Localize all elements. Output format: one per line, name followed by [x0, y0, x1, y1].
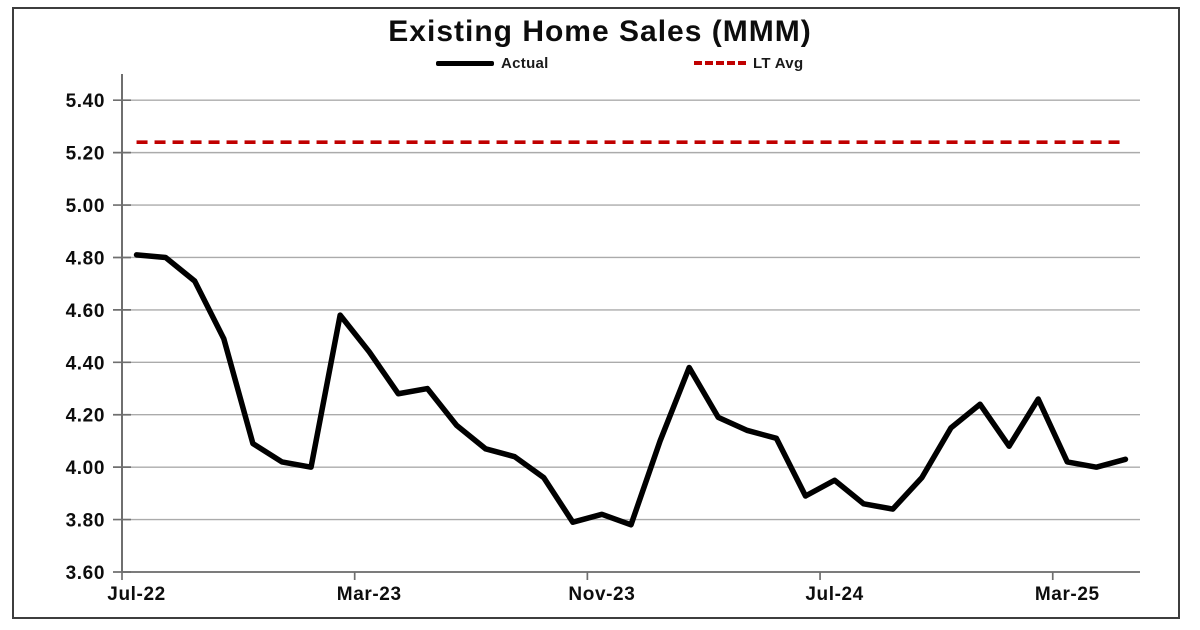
x-axis-label: Jul-22	[107, 584, 166, 605]
y-axis-label: 5.00	[66, 196, 105, 217]
x-axis-label: Mar-25	[1035, 584, 1100, 605]
legend-label-actual: Actual	[501, 54, 549, 72]
y-axis-label: 5.20	[66, 144, 105, 165]
y-axis-label: 4.40	[66, 353, 105, 374]
y-axis-label: 4.20	[66, 406, 105, 427]
y-axis-label: 4.80	[66, 248, 105, 269]
y-axis-label: 4.00	[66, 458, 105, 479]
legend-line-swatch-actual	[436, 60, 494, 66]
y-axis-label: 3.60	[66, 563, 105, 584]
legend-dash-swatch-lt-avg	[694, 61, 746, 65]
x-axis-label: Mar-23	[337, 584, 402, 605]
legend-entry-lt-avg: LT Avg	[694, 54, 803, 72]
x-axis-label: Nov-23	[568, 584, 635, 605]
legend-entry-actual: Actual	[436, 54, 549, 72]
y-axis-label: 4.60	[66, 301, 105, 322]
y-axis-label: 5.40	[66, 91, 105, 112]
actual-line	[133, 252, 1129, 528]
x-axis-label: Jul-24	[805, 584, 864, 605]
legend-label-lt-avg: LT Avg	[753, 54, 804, 72]
y-axis-label: 3.80	[66, 511, 105, 532]
chart-title: Existing Home Sales (MMM)	[388, 15, 812, 48]
